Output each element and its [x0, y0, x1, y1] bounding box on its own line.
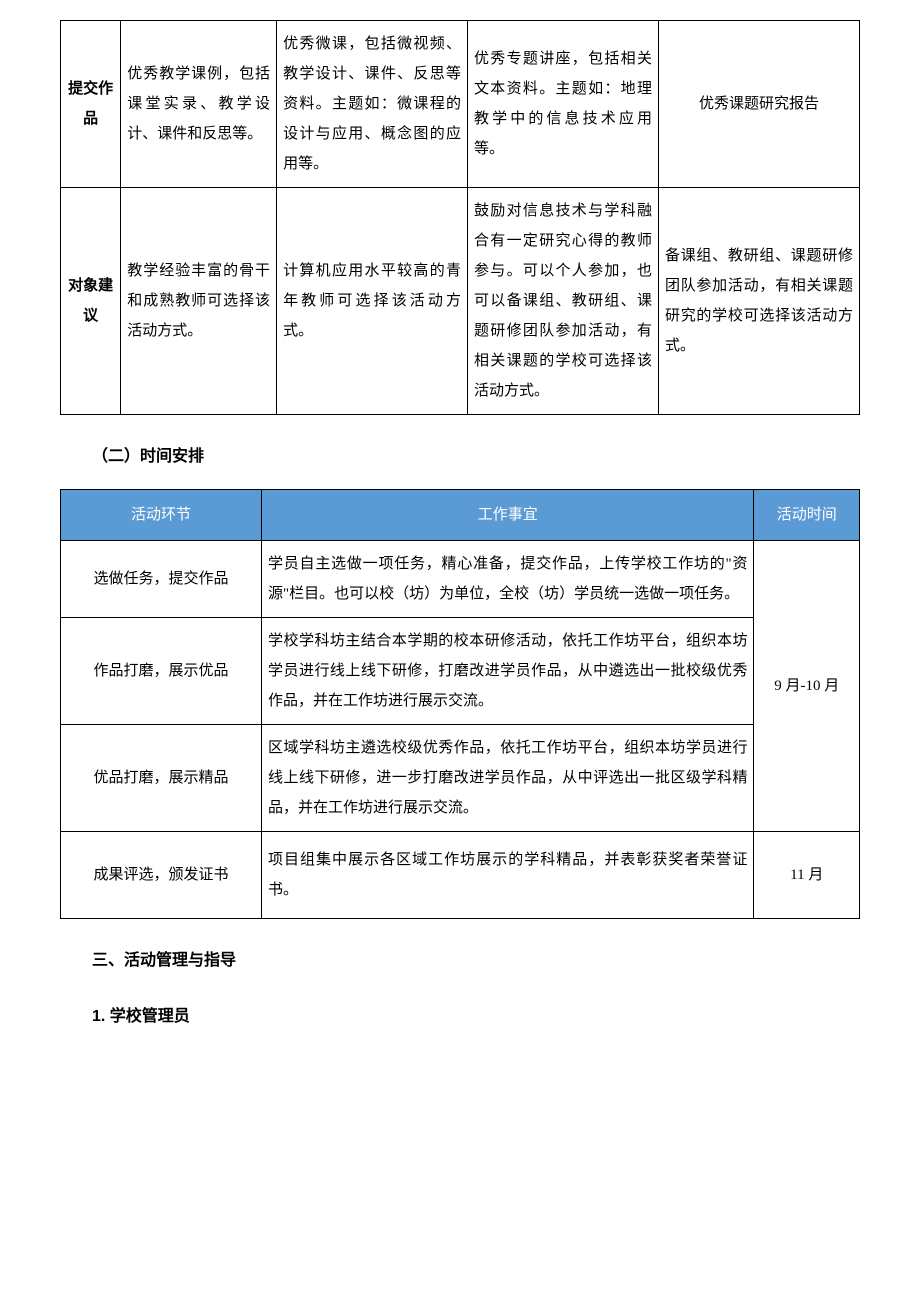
table-header-row: 活动环节 工作事宜 活动时间 [61, 490, 860, 541]
stage-cell: 成果评选，颁发证书 [61, 832, 262, 919]
time-cell: 11 月 [754, 832, 860, 919]
submission-audience-table: 提交作品 优秀教学课例，包括课堂实录、教学设计、课件和反思等。 优秀微课，包括微… [60, 20, 860, 415]
cell: 备课组、教研组、课题研修团队参加活动，有相关课题研究的学校可选择该活动方式。 [658, 188, 859, 415]
row-label: 提交作品 [61, 21, 121, 188]
stage-cell: 优品打磨，展示精品 [61, 725, 262, 832]
col-header-stage: 活动环节 [61, 490, 262, 541]
table-row: 优品打磨，展示精品 区域学科坊主遴选校级优秀作品，依托工作坊平台，组织本坊学员进… [61, 725, 860, 832]
cell: 优秀微课，包括微视频、教学设计、课件、反思等资料。主题如：微课程的设计与应用、概… [277, 21, 468, 188]
sub-title-school-admin: 1. 学校管理员 [60, 1001, 860, 1033]
cell: 优秀课题研究报告 [658, 21, 859, 188]
time-cell: 9 月-10 月 [754, 541, 860, 832]
col-header-work: 工作事宜 [262, 490, 754, 541]
cell: 优秀教学课例，包括课堂实录、教学设计、课件和反思等。 [121, 21, 277, 188]
cell: 计算机应用水平较高的青年教师可选择该活动方式。 [277, 188, 468, 415]
col-header-time: 活动时间 [754, 490, 860, 541]
cell: 优秀专题讲座，包括相关文本资料。主题如：地理教学中的信息技术应用等。 [468, 21, 659, 188]
work-cell: 项目组集中展示各区域工作坊展示的学科精品，并表彰获奖者荣誉证书。 [262, 832, 754, 919]
cell: 教学经验丰富的骨干和成熟教师可选择该活动方式。 [121, 188, 277, 415]
work-cell: 学员自主选做一项任务，精心准备，提交作品，上传学校工作坊的"资源"栏目。也可以校… [262, 541, 754, 618]
stage-cell: 选做任务，提交作品 [61, 541, 262, 618]
table-row: 成果评选，颁发证书 项目组集中展示各区域工作坊展示的学科精品，并表彰获奖者荣誉证… [61, 832, 860, 919]
work-cell: 学校学科坊主结合本学期的校本研修活动，依托工作坊平台，组织本坊学员进行线上线下研… [262, 618, 754, 725]
section-title-schedule: （二）时间安排 [60, 441, 860, 473]
table-row: 提交作品 优秀教学课例，包括课堂实录、教学设计、课件和反思等。 优秀微课，包括微… [61, 21, 860, 188]
stage-cell: 作品打磨，展示优品 [61, 618, 262, 725]
cell: 鼓励对信息技术与学科融合有一定研究心得的教师参与。可以个人参加，也可以备课组、教… [468, 188, 659, 415]
work-cell: 区域学科坊主遴选校级优秀作品，依托工作坊平台，组织本坊学员进行线上线下研修，进一… [262, 725, 754, 832]
row-label: 对象建议 [61, 188, 121, 415]
table-row: 对象建议 教学经验丰富的骨干和成熟教师可选择该活动方式。 计算机应用水平较高的青… [61, 188, 860, 415]
schedule-table: 活动环节 工作事宜 活动时间 选做任务，提交作品 学员自主选做一项任务，精心准备… [60, 489, 860, 919]
table-row: 作品打磨，展示优品 学校学科坊主结合本学期的校本研修活动，依托工作坊平台，组织本… [61, 618, 860, 725]
table-row: 选做任务，提交作品 学员自主选做一项任务，精心准备，提交作品，上传学校工作坊的"… [61, 541, 860, 618]
section-title-management: 三、活动管理与指导 [60, 945, 860, 977]
